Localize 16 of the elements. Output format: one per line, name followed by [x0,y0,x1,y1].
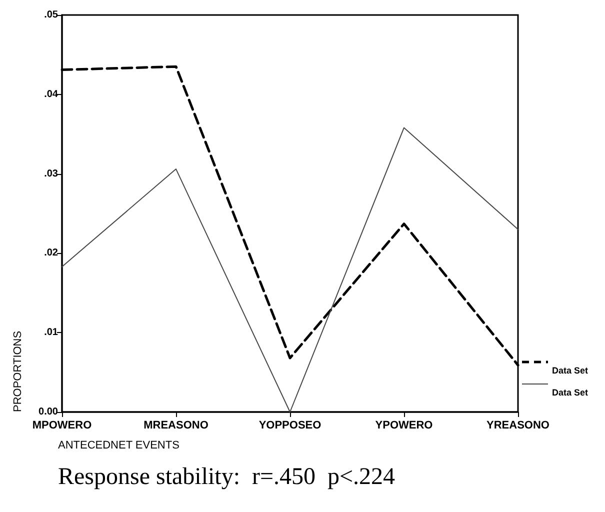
x-tick-label: YOPPOSEO [258,420,322,432]
x-tick-label: YREASONO [486,420,550,432]
y-tick-label: 0.00 [38,406,58,418]
text: Response stability: r=.450 p<.224 [58,464,396,490]
x-tick-label: MPOWERO [32,420,92,432]
y-tick-label: .04 [44,88,58,100]
y-axis-title: PROPORTIONS [12,330,24,412]
y-tick-label: .05 [44,10,58,20]
x-axis-title: ANTECEDNET EVENTS [58,440,180,452]
y-tick-label: .01 [44,327,58,338]
text: Data Set [552,366,588,376]
x-tick-label: YPOWERO [375,420,434,432]
text: Data Set [552,388,588,398]
x-tick-label: MREASONO [144,420,209,432]
y-tick-label: .02 [44,248,58,259]
y-tick-label: .03 [44,168,58,180]
